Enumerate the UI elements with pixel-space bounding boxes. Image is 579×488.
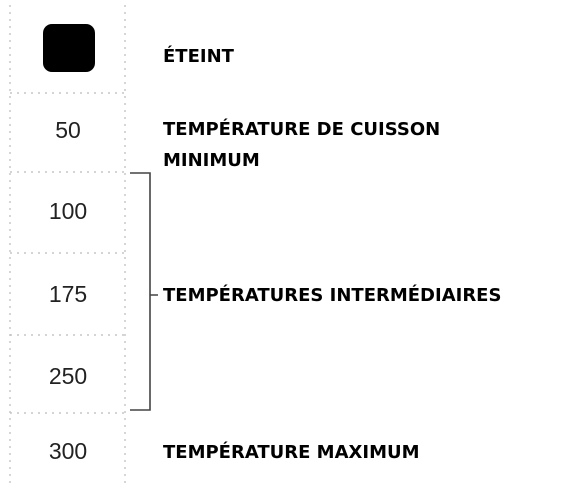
dial-mark: 300 <box>49 438 87 464</box>
label: TEMPÉRATURES INTERMÉDIAIRES <box>163 284 501 306</box>
bracket <box>130 172 158 411</box>
dial-mark: 250 <box>49 363 87 389</box>
label: TEMPÉRATURE DE CUISSON <box>163 118 440 140</box>
label: ÉTEINT <box>163 45 235 67</box>
label: MINIMUM <box>163 150 260 171</box>
off-symbol <box>43 24 95 72</box>
dial-mark: 50 <box>55 117 81 143</box>
label: TEMPÉRATURE MAXIMUM <box>163 441 420 463</box>
dial-mark: 100 <box>49 198 87 224</box>
dial-column: 50 100 175 250 300 <box>9 5 126 485</box>
dial-mark: 175 <box>49 281 87 307</box>
